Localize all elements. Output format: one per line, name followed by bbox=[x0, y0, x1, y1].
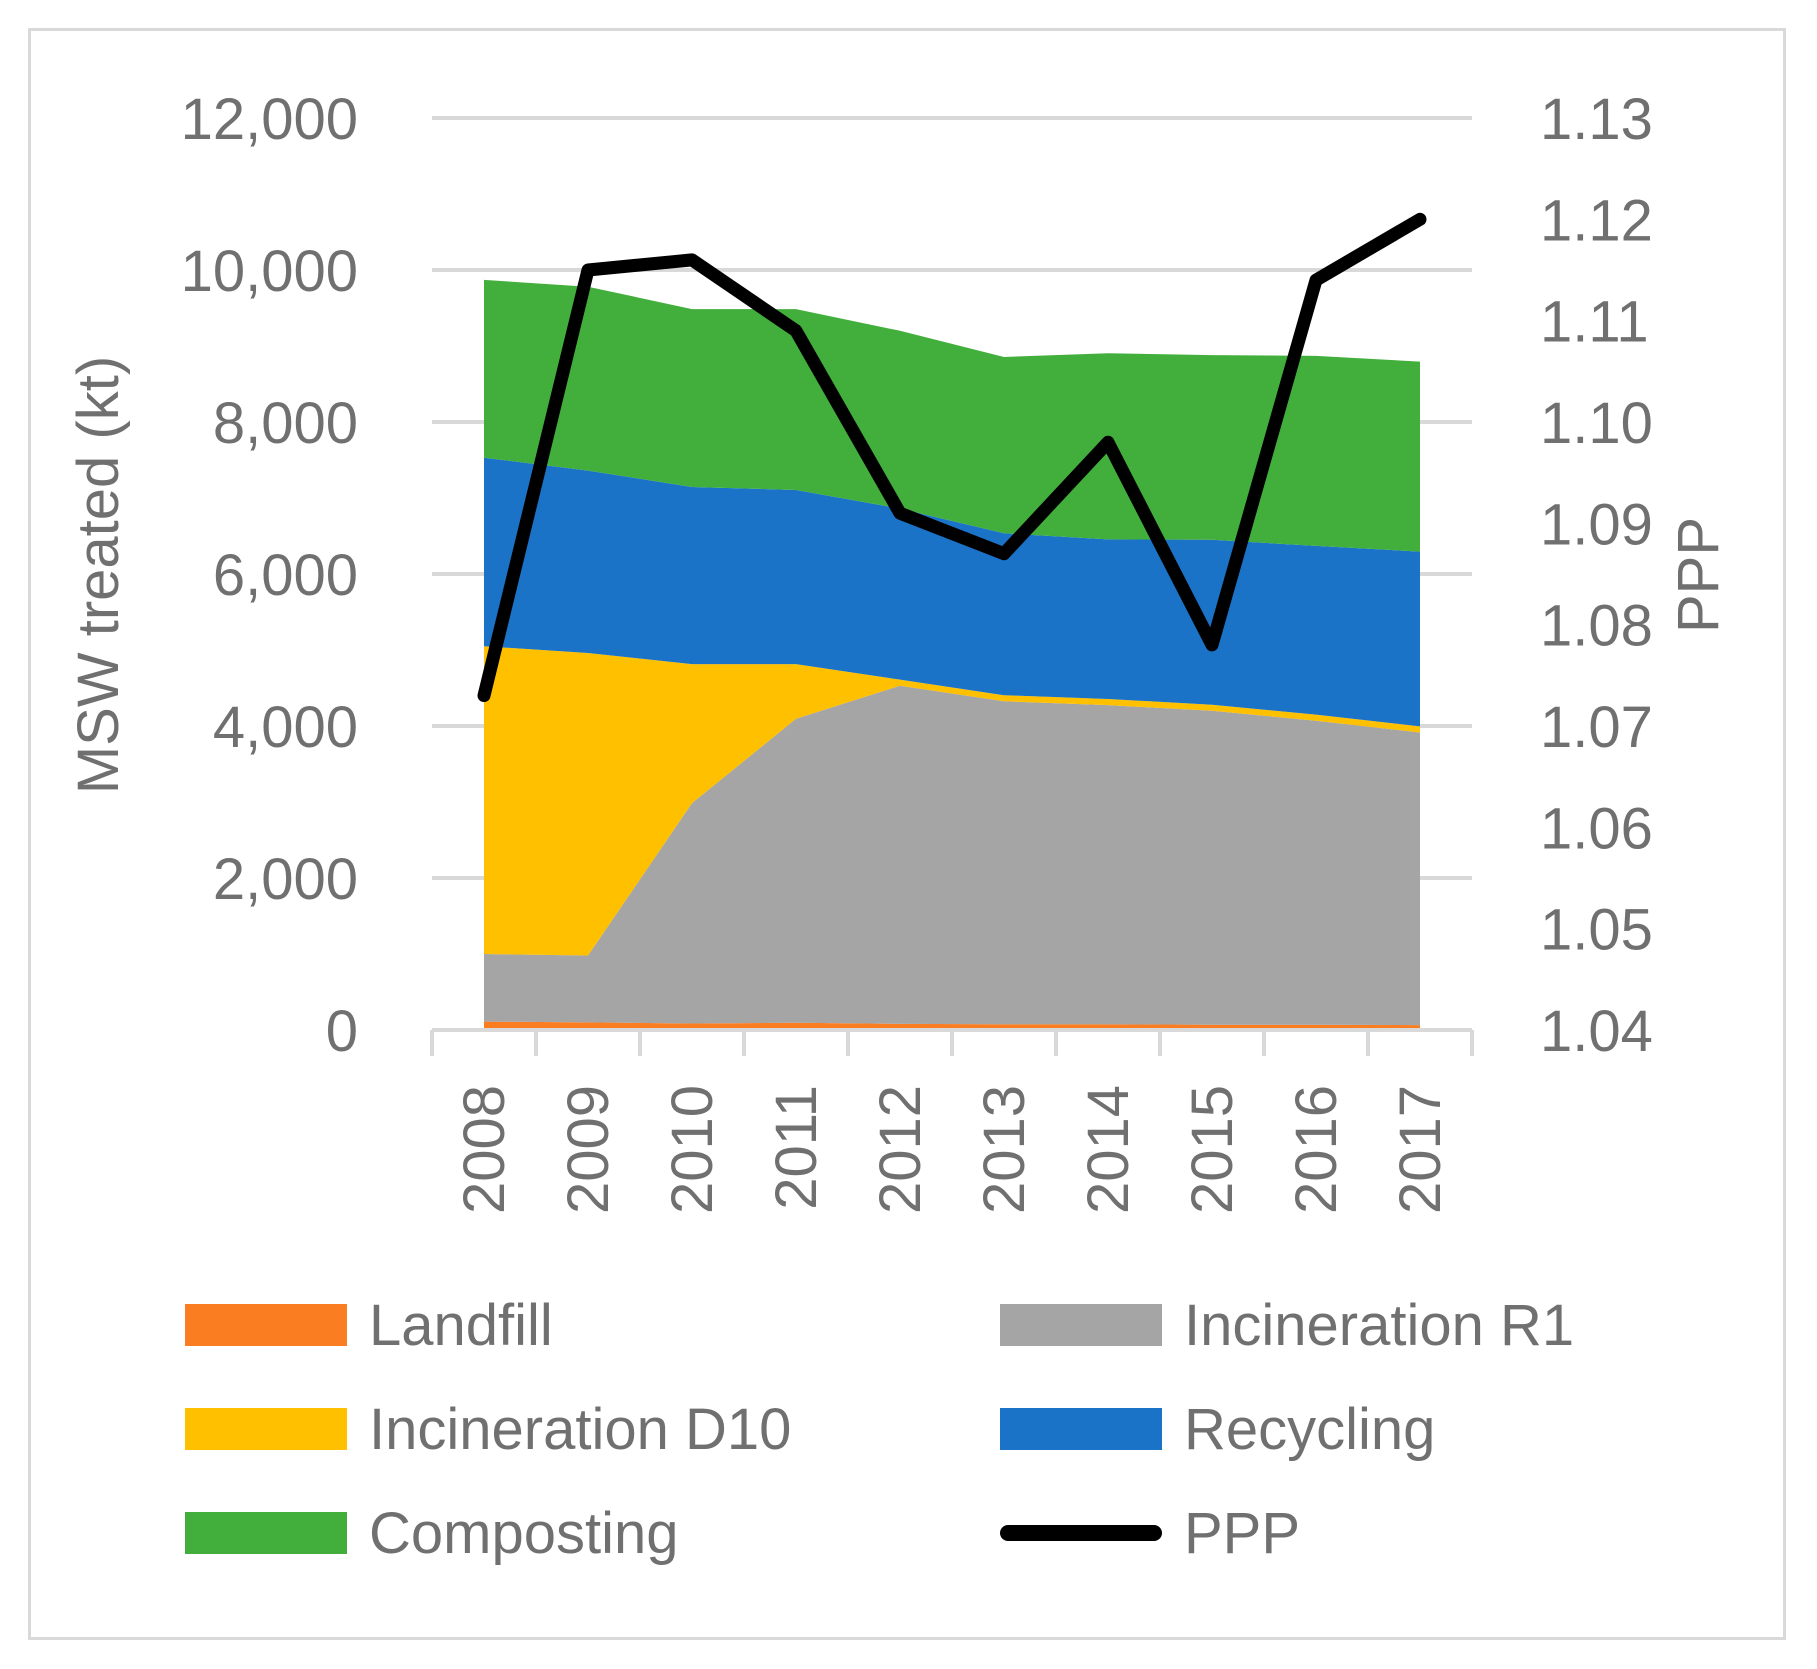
x-tick-label-2008: 2008 bbox=[452, 1085, 517, 1214]
left-tick-label-6000: 6,000 bbox=[213, 543, 358, 608]
right-tick-label-1.07: 1.07 bbox=[1540, 695, 1653, 760]
left-tick-label-8000: 8,000 bbox=[213, 391, 358, 456]
right-tick-label-1.12: 1.12 bbox=[1540, 188, 1653, 253]
left-tick-label-2000: 2,000 bbox=[213, 847, 358, 912]
x-tick-label-2012: 2012 bbox=[868, 1085, 933, 1214]
left-axis-tick-labels: 0 2,000 4,000 6,000 8,000 10,000 12,000 bbox=[181, 87, 358, 1064]
legend-swatch-landfill bbox=[185, 1304, 347, 1346]
left-tick-label-10000: 10,000 bbox=[181, 239, 358, 304]
legend-item-composting: Composting bbox=[185, 1498, 678, 1568]
ppp-line bbox=[477, 212, 1427, 703]
ppp-line-layer bbox=[477, 212, 1427, 703]
legend-label-incineration-r1: Incineration R1 bbox=[1184, 1292, 1575, 1358]
x-tick-label-2013: 2013 bbox=[972, 1085, 1037, 1214]
area-composting bbox=[484, 279, 1420, 552]
legend-item-landfill: Landfill bbox=[185, 1290, 553, 1360]
right-tick-label-1.06: 1.06 bbox=[1540, 796, 1653, 861]
x-tick-label-2017: 2017 bbox=[1388, 1085, 1453, 1214]
legend-swatch-incineration-d10 bbox=[185, 1408, 347, 1450]
area-incineration-d10 bbox=[484, 646, 1420, 956]
legend-item-incineration-r1: Incineration R1 bbox=[1000, 1290, 1574, 1360]
left-tick-label-0: 0 bbox=[326, 999, 358, 1064]
legend-item-recycling: Recycling bbox=[1000, 1394, 1435, 1464]
x-tick-label-2010: 2010 bbox=[660, 1085, 725, 1214]
right-tick-label-1.04: 1.04 bbox=[1540, 999, 1653, 1064]
y-axis-right-label: PPP bbox=[1666, 517, 1731, 633]
right-tick-label-1.11: 1.11 bbox=[1540, 290, 1649, 355]
right-tick-label-1.05: 1.05 bbox=[1540, 898, 1653, 963]
legend-label-incineration-d10: Incineration D10 bbox=[369, 1396, 792, 1462]
x-tick-label-2015: 2015 bbox=[1180, 1085, 1245, 1214]
right-tick-label-1.09: 1.09 bbox=[1540, 492, 1653, 557]
legend: Landfill Incineration R1 Incineration D1… bbox=[185, 1290, 1685, 1620]
x-tick-label-2014: 2014 bbox=[1076, 1085, 1141, 1214]
right-tick-label-1.10: 1.10 bbox=[1540, 391, 1653, 456]
left-tick-label-12000: 12,000 bbox=[181, 87, 358, 152]
legend-item-ppp: PPP bbox=[1000, 1498, 1300, 1568]
legend-swatch-ppp bbox=[1000, 1525, 1162, 1541]
x-axis-tick-labels: 2008 2009 2010 2011 2012 2013 2014 2015 2016 2017 bbox=[452, 1085, 1453, 1214]
right-tick-label-1.08: 1.08 bbox=[1540, 594, 1653, 659]
left-tick-label-4000: 4,000 bbox=[213, 695, 358, 760]
area-incineration-r1 bbox=[484, 685, 1420, 1026]
legend-label-landfill: Landfill bbox=[369, 1292, 553, 1358]
x-tick-label-2009: 2009 bbox=[556, 1085, 621, 1214]
area-landfill bbox=[484, 1021, 1420, 1030]
legend-label-ppp: PPP bbox=[1184, 1500, 1301, 1566]
legend-label-recycling: Recycling bbox=[1184, 1396, 1436, 1462]
x-tick-label-2016: 2016 bbox=[1284, 1085, 1349, 1214]
x-tick-label-2011: 2011 bbox=[764, 1085, 829, 1210]
right-tick-label-1.13: 1.13 bbox=[1540, 87, 1653, 152]
legend-swatch-composting bbox=[185, 1512, 347, 1554]
legend-swatch-incineration-r1 bbox=[1000, 1304, 1162, 1346]
legend-label-composting: Composting bbox=[369, 1500, 679, 1566]
right-axis-tick-labels: 1.04 1.05 1.06 1.07 1.08 1.09 1.10 1.11 1.12 1.13 bbox=[1540, 87, 1653, 1064]
legend-item-incineration-d10: Incineration D10 bbox=[185, 1394, 791, 1464]
stacked-areas bbox=[484, 279, 1420, 1030]
area-recycling bbox=[484, 457, 1420, 727]
y-axis-left-label: MSW treated (kt) bbox=[66, 356, 131, 794]
legend-swatch-recycling bbox=[1000, 1408, 1162, 1450]
axes bbox=[430, 1028, 1474, 1056]
